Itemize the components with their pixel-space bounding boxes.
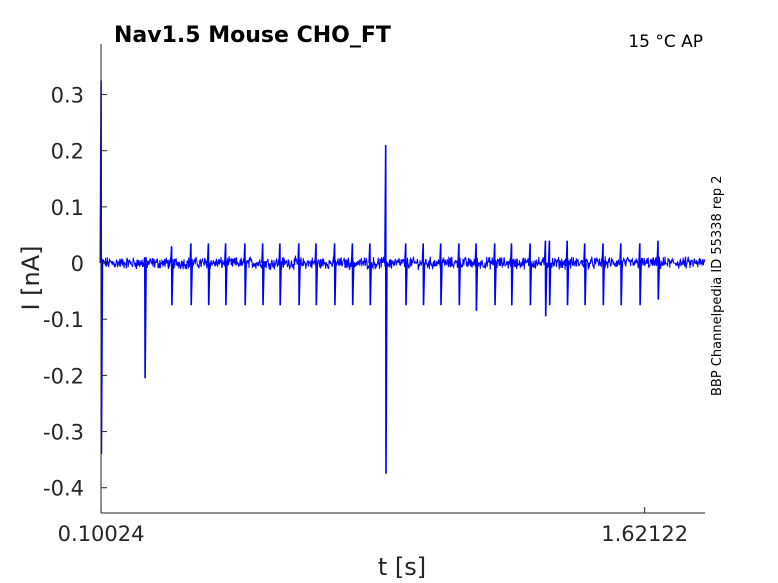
spike-event — [509, 243, 514, 306]
spike-event — [314, 243, 319, 306]
spike-event — [368, 243, 372, 306]
y-axis-label: I [nA] — [17, 245, 45, 310]
y-tick-label: 0.2 — [51, 140, 84, 164]
spike-event — [439, 243, 443, 306]
chart-title: Nav1.5 Mouse CHO_FT — [114, 23, 391, 48]
current-trace — [99, 80, 706, 474]
spike-event — [333, 243, 337, 306]
side-label: BBP Channelpedia ID 55338 rep 2 — [710, 175, 725, 396]
spike-event — [656, 240, 661, 300]
spike-event — [404, 243, 408, 306]
y-tick-label: -0.2 — [43, 364, 84, 388]
spike-event — [601, 243, 605, 306]
y-tick-label: -0.4 — [43, 477, 84, 501]
spike-event — [189, 243, 193, 306]
spike-event — [638, 243, 642, 306]
spike-event — [565, 240, 570, 306]
spike-event — [278, 243, 282, 306]
spike-event — [583, 243, 587, 306]
condition-label: 15 °C AP — [628, 32, 703, 52]
y-tick-label: 0.1 — [51, 196, 84, 220]
spike-event — [547, 240, 552, 306]
spike-event — [243, 243, 247, 306]
y-tick-label: 0 — [71, 252, 84, 276]
spike-event — [619, 243, 623, 306]
x-axis-label: t [s] — [378, 553, 426, 581]
spike-event — [457, 243, 461, 306]
spike-event — [170, 246, 174, 306]
spike-event — [421, 243, 426, 306]
spike-event — [350, 243, 355, 306]
axis-ticks: 0.3 0.2 0.1 0 -0.1 -0.2 -0.3 -0.4 0.10024 1.62122 — [43, 84, 688, 546]
spike-event — [297, 243, 301, 306]
spike-event — [261, 243, 265, 306]
y-tick-label: 0.3 — [51, 84, 84, 108]
spike-event — [384, 145, 388, 474]
spike-event — [224, 243, 228, 306]
spike-event — [206, 243, 211, 306]
spike-event — [528, 243, 533, 306]
spike-event — [474, 243, 479, 311]
x-tick-label: 1.62122 — [601, 522, 688, 546]
spike-event — [143, 257, 147, 379]
spike-event — [543, 240, 548, 317]
x-tick-label: 0.10024 — [58, 522, 145, 546]
spike-event — [493, 243, 497, 306]
y-tick-label: -0.3 — [43, 421, 84, 445]
y-tick-label: -0.1 — [43, 308, 84, 332]
